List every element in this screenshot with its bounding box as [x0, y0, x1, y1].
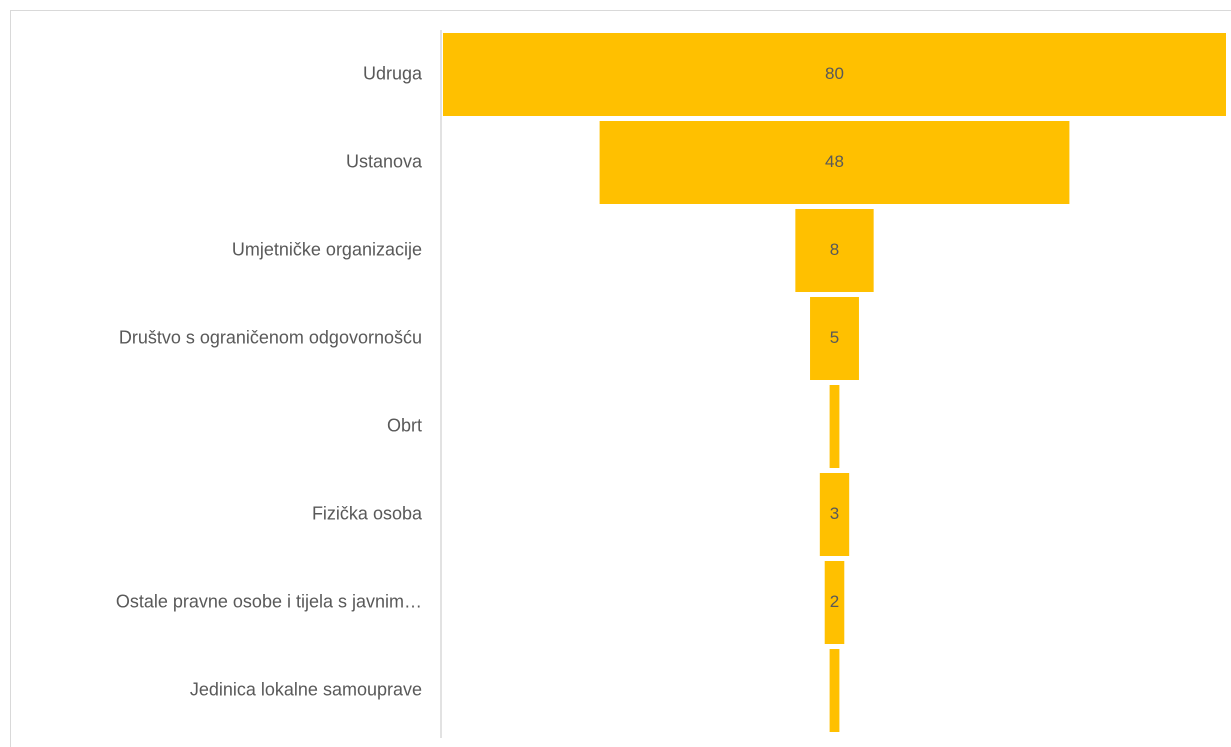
data-label: 80: [825, 64, 844, 83]
data-label: 5: [830, 328, 839, 347]
funnel-bar: [824, 561, 845, 644]
data-label: 2: [830, 592, 839, 611]
category-label: Fizička osoba: [312, 503, 423, 523]
funnel-bar: [795, 209, 874, 292]
category-label: Umjetničke organizacije: [232, 239, 422, 259]
category-label: Obrt: [387, 415, 422, 435]
funnel-bar: [810, 297, 859, 380]
funnel-bar: [599, 121, 1070, 204]
data-label: 3: [830, 504, 839, 523]
category-label: Ostale pravne osobe i tijela s javnim…: [116, 591, 422, 611]
funnel-bar: [829, 385, 840, 468]
data-label: 8: [830, 240, 839, 259]
category-label: Udruga: [363, 63, 423, 83]
category-label: Ustanova: [346, 151, 423, 171]
funnel-bar: [829, 649, 840, 732]
category-label: Jedinica lokalne samouprave: [190, 679, 422, 699]
funnel-bar: [443, 33, 1226, 116]
funnel-bar: [819, 473, 850, 556]
category-label: Društvo s ograničenom odgovornošću: [119, 327, 422, 347]
chart-border: [10, 10, 1231, 747]
data-label: 48: [825, 152, 844, 171]
